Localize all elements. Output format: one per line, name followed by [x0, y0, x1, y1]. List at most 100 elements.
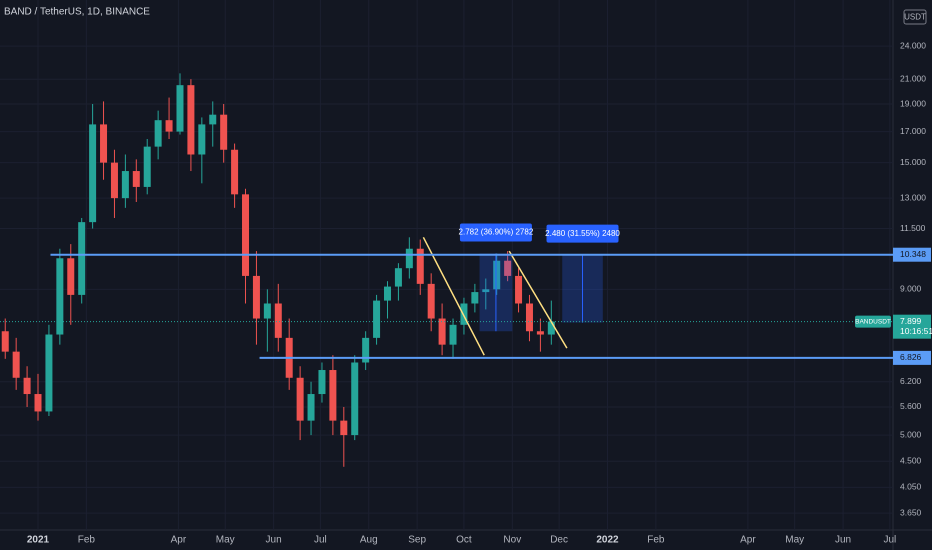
x-tick-label: May	[785, 535, 804, 546]
candle-body	[515, 275, 523, 304]
candle-body	[56, 258, 64, 335]
candle-body	[165, 120, 173, 132]
level-label: 6.826	[900, 352, 922, 362]
x-tick-label: Sep	[408, 535, 426, 546]
y-tick-label: 5.600	[900, 401, 922, 411]
candle-body	[274, 303, 282, 338]
candle-body	[296, 377, 304, 421]
candle-body	[231, 149, 239, 195]
symbol-badge-label: BANDUSDT	[855, 318, 891, 325]
candle-body	[176, 85, 184, 132]
countdown-label: 10:16:51	[900, 326, 932, 336]
candle-body	[482, 289, 490, 293]
x-tick-label: Jun	[835, 535, 851, 546]
x-tick-label: 2021	[27, 535, 50, 546]
candle-body	[373, 300, 381, 338]
currency-badge[interactable]	[903, 9, 927, 25]
x-tick-label: 2022	[596, 535, 619, 546]
measure-label: 2.782 (36.90%) 2782	[459, 228, 534, 237]
y-tick-label: 4.050	[900, 482, 922, 492]
candle-body	[307, 394, 315, 421]
candle-body	[460, 303, 468, 325]
candle-body	[525, 303, 533, 332]
y-tick-label: 15.000	[900, 157, 926, 167]
candle-body	[1, 331, 9, 352]
x-tick-label: Jul	[883, 535, 896, 546]
candle-body	[438, 318, 446, 345]
x-tick-label: May	[216, 535, 235, 546]
candle-body	[547, 321, 555, 335]
x-tick-label: Apr	[740, 535, 756, 546]
x-tick-label: Dec	[550, 535, 568, 546]
candle-body	[67, 258, 75, 295]
candle-body	[383, 286, 391, 301]
candle-body	[143, 146, 151, 187]
candle-body	[34, 394, 42, 412]
candle-body	[405, 248, 413, 269]
last-price-label: 7.899	[900, 316, 922, 326]
measure-label-box	[546, 224, 619, 243]
x-tick-label: Apr	[171, 535, 187, 546]
x-tick-label: Nov	[503, 535, 521, 546]
symbol-badge	[855, 315, 891, 328]
level-label-box	[893, 350, 931, 365]
candle-body	[220, 114, 228, 150]
y-tick-label: 19.000	[900, 98, 926, 108]
y-tick-label: 5.000	[900, 429, 922, 439]
trendline	[508, 250, 568, 349]
x-tick-label: Feb	[647, 535, 665, 546]
measure-label-box	[459, 223, 532, 242]
y-tick-label: 9.000	[900, 284, 922, 294]
candle-body	[198, 124, 206, 155]
x-tick-label: Aug	[360, 535, 378, 546]
y-tick-label: 24.000	[900, 40, 926, 50]
candle-body	[154, 120, 162, 147]
candle-body	[471, 292, 479, 304]
candle-body	[427, 283, 435, 319]
y-tick-label: 4.500	[900, 455, 922, 465]
candle-body	[121, 171, 129, 199]
candle-body	[340, 420, 348, 436]
x-tick-label: Oct	[456, 535, 472, 546]
candle-body	[493, 260, 501, 290]
x-tick-label: Jun	[266, 535, 282, 546]
candle-body	[318, 370, 326, 395]
y-tick-label: 3.650	[900, 507, 922, 517]
candle-body	[110, 162, 118, 199]
candle-body	[449, 324, 457, 345]
candle-body	[242, 194, 250, 276]
y-tick-label: 17.000	[900, 126, 926, 136]
candle-body	[100, 124, 108, 163]
candle-body	[329, 370, 337, 421]
level-label: 10.348	[900, 249, 926, 259]
measure-label: 2.480 (31.55%) 2480	[545, 229, 620, 238]
y-tick-label: 11.500	[900, 223, 926, 233]
y-tick-label: 21.000	[900, 73, 926, 83]
candle-body	[45, 334, 53, 412]
candle-body	[23, 377, 31, 395]
candle-body	[263, 303, 271, 319]
candle-body	[362, 337, 370, 363]
candle-body	[351, 362, 359, 436]
candle-body	[132, 171, 140, 187]
currency-label: USDT	[904, 13, 926, 22]
candle-body	[78, 222, 86, 295]
last-price-box	[893, 314, 931, 339]
trendline	[422, 236, 485, 356]
candle-body	[394, 268, 402, 287]
y-tick-label: 6.200	[900, 376, 922, 386]
candle-body	[12, 351, 20, 378]
level-label-box	[893, 247, 931, 262]
candle-body	[504, 260, 512, 276]
candle-body	[89, 124, 97, 223]
candle-body	[252, 275, 260, 319]
candle-body	[536, 331, 544, 335]
symbol-header: BAND / TetherUS, 1D, BINANCE	[4, 7, 150, 18]
candle-body	[416, 248, 424, 284]
candle-body	[209, 114, 217, 125]
x-tick-label: Feb	[78, 535, 96, 546]
y-tick-label: 13.000	[900, 192, 926, 202]
candle-body	[187, 85, 195, 155]
